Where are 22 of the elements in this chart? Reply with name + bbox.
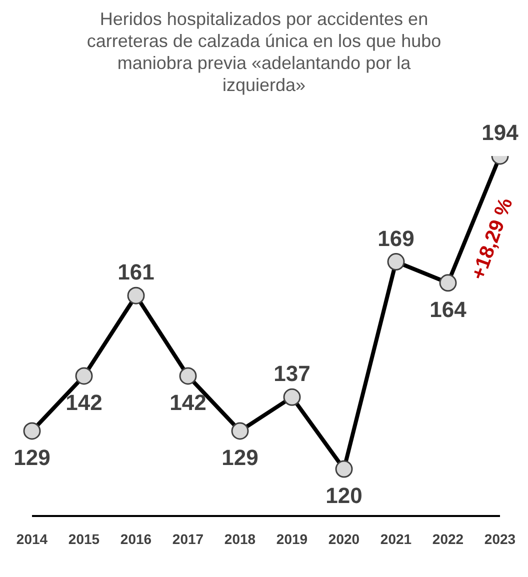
annotation: +18,29 % [467,195,518,283]
x-tick-label: 2019 [276,530,308,547]
x-tick-label: 2017 [172,530,204,547]
x-tick-label: 2014 [16,530,48,547]
data-label: 142 [170,390,206,415]
x-tick-label: 2015 [68,530,100,547]
data-label: 142 [66,390,102,415]
data-label: 129 [14,444,50,470]
data-label: 129 [222,444,258,470]
x-tick-label: 2022 [432,530,464,547]
x-tick-label: 2021 [380,530,412,547]
x-tick-label: 2018 [224,530,256,547]
data-label: 194 [482,120,520,145]
data-label: 164 [430,296,468,322]
x-tick-label: 2016 [120,530,152,547]
data-label: 137 [274,361,310,386]
x-tick-label: 2020 [328,530,360,547]
data-label: 161 [118,260,154,285]
data-label: 169 [378,226,414,251]
x-tick-label: 2023 [484,530,516,547]
chart-title: Heridos hospitalizados por accidentes en carreteras de calzada única en los que hubo maniobra previa «adelantando por la izquierda» [86,8,442,96]
data-label: 120 [326,483,362,508]
